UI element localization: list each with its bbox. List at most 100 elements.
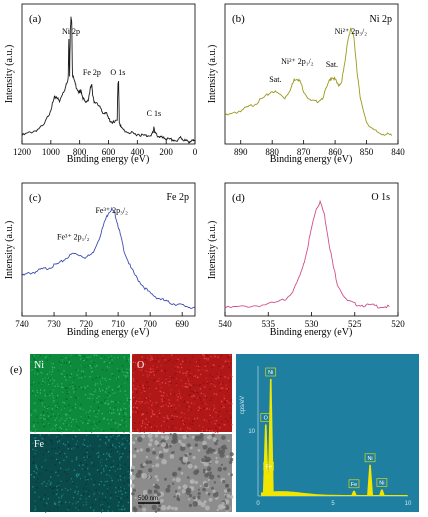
- speckle: [43, 389, 46, 391]
- speckle: [161, 400, 163, 402]
- sem-grain: [177, 485, 181, 490]
- speckle: [156, 360, 158, 363]
- sem-grain: [181, 443, 186, 447]
- ni-map: Ni: [30, 354, 132, 434]
- speckle: [65, 375, 67, 377]
- speckle: [63, 407, 66, 409]
- speckle: [161, 382, 163, 384]
- speckle: [199, 397, 201, 399]
- speckle: [51, 488, 53, 490]
- speckle: [127, 471, 129, 473]
- speckle: [203, 357, 205, 359]
- speckle: [229, 412, 232, 414]
- speckle: [184, 385, 186, 388]
- speckle: [132, 411, 134, 413]
- speckle: [128, 451, 131, 453]
- speckle: [56, 438, 58, 440]
- speckle: [43, 418, 45, 420]
- speckle: [166, 420, 168, 422]
- speckle: [67, 441, 69, 443]
- speckle: [62, 423, 65, 425]
- speckle: [117, 475, 119, 478]
- speckle: [144, 390, 146, 392]
- sem-grain: [205, 456, 211, 463]
- speckle: [127, 501, 129, 504]
- speckle: [116, 451, 119, 453]
- speckle: [120, 454, 122, 456]
- speckle: [170, 405, 172, 407]
- speckle: [175, 427, 177, 429]
- speckle: [85, 463, 88, 466]
- speckle: [212, 416, 214, 419]
- speckle: [114, 470, 116, 472]
- speckle: [36, 389, 38, 392]
- sem-grain: [156, 507, 161, 512]
- speckle: [77, 439, 80, 441]
- speckle: [181, 412, 183, 414]
- speckle: [107, 396, 109, 398]
- speckle: [58, 440, 61, 442]
- speckle: [163, 399, 165, 401]
- speckle: [225, 384, 227, 386]
- speckle: [144, 398, 146, 400]
- sem-grain: [173, 495, 176, 498]
- speckle: [123, 358, 125, 360]
- speckle: [186, 371, 188, 373]
- speckle: [201, 369, 203, 371]
- speckle: [68, 413, 70, 415]
- speckle: [152, 365, 154, 367]
- panel-d-title: O 1s: [371, 192, 390, 203]
- speckle: [119, 464, 121, 466]
- speckle: [123, 509, 125, 511]
- speckle: [119, 401, 121, 403]
- speckle: [167, 405, 169, 407]
- speckle: [86, 451, 88, 453]
- speckle: [34, 362, 36, 364]
- speckle: [218, 415, 220, 417]
- speckle: [227, 390, 229, 393]
- speckle: [100, 465, 103, 467]
- speckle: [180, 363, 182, 365]
- speckle: [80, 416, 82, 418]
- speckle: [170, 376, 172, 379]
- speckle: [134, 408, 137, 410]
- speckle: [60, 428, 63, 430]
- speckle: [103, 389, 106, 391]
- speckle: [66, 435, 69, 437]
- speckle: [114, 392, 116, 394]
- speckle: [85, 489, 87, 491]
- speckle: [87, 415, 90, 417]
- speckle: [92, 397, 94, 400]
- sem-grain: [154, 440, 158, 443]
- speckle: [64, 444, 66, 446]
- speckle: [49, 439, 52, 441]
- speckle: [137, 385, 139, 388]
- sem-grain: [209, 471, 212, 474]
- speckle: [84, 375, 86, 378]
- speckle: [99, 382, 101, 384]
- speckle: [119, 479, 122, 481]
- speckle: [34, 370, 36, 372]
- speckle: [50, 416, 52, 418]
- speckle: [122, 453, 124, 455]
- sem-grain: [169, 433, 172, 436]
- speckle: [166, 415, 168, 417]
- eds-peak-label-box: [348, 479, 360, 489]
- speckle: [229, 378, 231, 380]
- speckle: [88, 495, 90, 497]
- speckle: [227, 356, 229, 359]
- speckle: [87, 493, 89, 496]
- sem-grain: [192, 501, 198, 507]
- speckle: [55, 464, 57, 466]
- speckle: [110, 446, 112, 448]
- speckle: [123, 403, 126, 405]
- panel-b-curve: [224, 27, 393, 136]
- speckle: [136, 392, 138, 394]
- speckle: [186, 378, 189, 380]
- speckle: [46, 359, 48, 361]
- speckle: [74, 385, 77, 387]
- speckle: [133, 406, 135, 408]
